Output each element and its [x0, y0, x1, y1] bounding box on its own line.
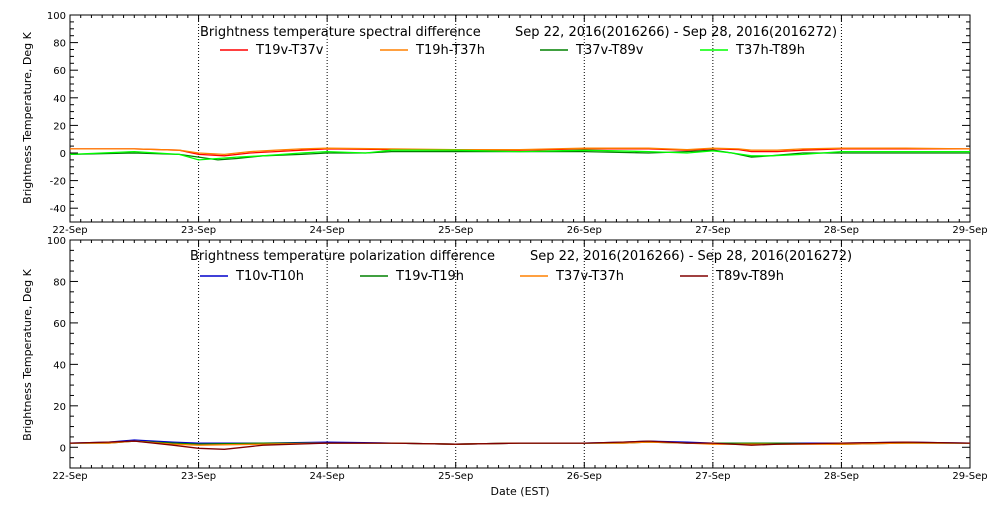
x-axis-label: Date (EST) [490, 485, 549, 498]
legend-label: T10v-T10h [235, 269, 304, 284]
series-line-t19h-t37h [70, 147, 971, 156]
y-tick-label: -40 [50, 204, 66, 215]
x-tick-label: 26-Sep [567, 225, 602, 236]
y-tick-label: 0 [60, 149, 66, 160]
y-tick-label: 60 [53, 66, 66, 77]
chart-date-range: Sep 22, 2016(2016266) - Sep 28, 2016(201… [530, 249, 852, 264]
x-tick-label: 22-Sep [52, 471, 87, 482]
x-tick-label: 27-Sep [695, 225, 730, 236]
chart-panel-1: -40 -20 0 20 40 60 80 100 22-Sep 23-Sep 24-Sep 25-S… [21, 11, 988, 236]
y-tick-label: 80 [53, 39, 66, 50]
y-tick-label: 100 [47, 11, 66, 22]
y-tick-label: 80 [53, 277, 66, 288]
y-tick-label: 100 [47, 236, 66, 247]
chart-panel-2: 0 20 40 60 80 100 22-Sep 23-Sep 24-Sep 25-Sep 26-S… [21, 236, 988, 498]
x-tick-label: 23-Sep [181, 471, 216, 482]
x-tick-label: 23-Sep [181, 225, 216, 236]
plot-frame [69, 239, 971, 469]
y-tick-label: 40 [53, 360, 66, 371]
legend-label: T19h-T37h [415, 43, 485, 58]
x-tick-label: 25-Sep [438, 471, 473, 482]
series-line-t37h-t89h [69, 149, 970, 161]
y-tick-label: 0 [60, 443, 66, 454]
legend-label: T19v-T19h [395, 269, 464, 284]
legend-label: T89v-T89h [715, 269, 784, 284]
legend-label: T37v-T37h [555, 269, 624, 284]
y-axis-label: Brightness Temperature, Deg K [21, 268, 34, 440]
y-tick-label: 20 [53, 121, 66, 132]
x-tick-label: 29-Sep [952, 225, 987, 236]
x-tick-label: 22-Sep [52, 225, 87, 236]
y-tick-label: 20 [53, 402, 66, 413]
legend-label: T37v-T89v [575, 43, 644, 58]
x-tick-label: 25-Sep [438, 225, 473, 236]
y-tick-label: -20 [50, 177, 66, 188]
y-tick-label: 40 [53, 94, 66, 105]
x-tick-label: 24-Sep [310, 471, 345, 482]
chart-title: Brightness temperature spectral differen… [200, 25, 481, 40]
series-line-t89v-t89h [69, 440, 971, 450]
legend-label: T37h-T89h [735, 43, 805, 58]
x-tick-label: 26-Sep [567, 471, 602, 482]
plot-frame [69, 14, 971, 223]
x-tick-label: 29-Sep [952, 471, 987, 482]
chart-title: Brightness temperature polarization diff… [190, 249, 495, 264]
y-axis-label: Brightness Temperature, Deg K [21, 31, 34, 203]
y-tick-label: 60 [53, 319, 66, 330]
legend-label: T19v-T37v [255, 43, 324, 58]
x-tick-label: 24-Sep [310, 225, 345, 236]
x-tick-label: 27-Sep [695, 471, 730, 482]
x-tick-label: 28-Sep [824, 471, 859, 482]
chart-date-range: Sep 22, 2016(2016266) - Sep 28, 2016(201… [515, 25, 837, 40]
x-tick-label: 28-Sep [824, 225, 859, 236]
